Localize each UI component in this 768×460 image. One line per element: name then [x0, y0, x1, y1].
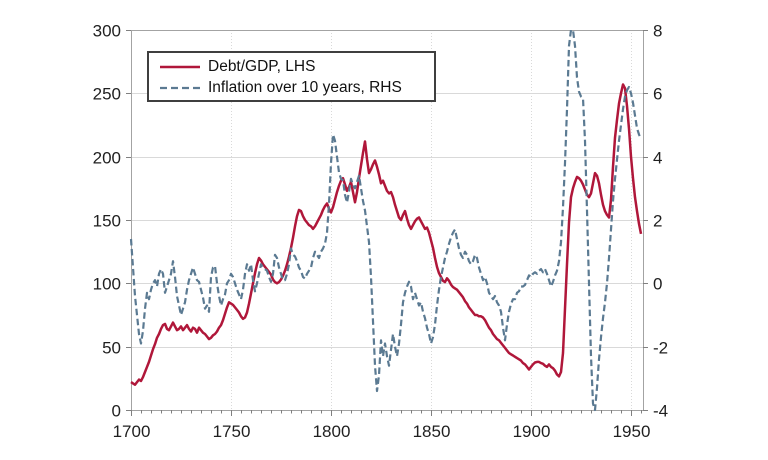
x-axis-tick-label: 1700 — [113, 422, 151, 441]
x-axis-tick-label: 1850 — [413, 422, 451, 441]
y-axis-right-tick-label: 0 — [653, 275, 662, 294]
y-axis-right-tick-label: 6 — [653, 85, 662, 104]
x-axis-tick-label: 1800 — [313, 422, 351, 441]
debt-gdp-line — [130, 83, 643, 386]
y-axis-right-tick-label: 2 — [653, 212, 662, 231]
debt-line-swatch-icon — [160, 65, 200, 68]
x-axis-tick-label: 1750 — [213, 422, 251, 441]
y-axis-left-tick-label: 50 — [102, 339, 121, 358]
y-axis-right-tick-label: 4 — [653, 149, 662, 168]
y-axis-right-tick-label: -4 — [653, 402, 668, 421]
y-axis-left-tick-label: 250 — [93, 85, 121, 104]
y-axis-right-tick-label: -2 — [653, 339, 668, 358]
inflation-line — [129, 28, 643, 412]
y-axis-left-tick-label: 100 — [93, 275, 121, 294]
x-axis-tick-label: 1950 — [613, 422, 651, 441]
y-axis-right-tick-label: 8 — [653, 22, 662, 41]
legend-label-debt-gdp: Debt/GDP, LHS — [208, 57, 316, 75]
legend-item-debt-gdp: Debt/GDP, LHS — [159, 56, 434, 77]
y-axis-left-tick-label: 300 — [93, 22, 121, 41]
legend: Debt/GDP, LHS Inflation over 10 years, R… — [147, 51, 436, 102]
y-axis-left-tick-label: 150 — [93, 212, 121, 231]
y-axis-left-tick-label: 200 — [93, 149, 121, 168]
legend-item-inflation: Inflation over 10 years, RHS — [159, 77, 434, 98]
legend-label-inflation: Inflation over 10 years, RHS — [208, 78, 402, 96]
x-axis-tick-label: 1900 — [513, 422, 551, 441]
inflation-line-swatch-icon — [160, 86, 200, 89]
y-axis-left-tick-label: 0 — [112, 402, 121, 421]
